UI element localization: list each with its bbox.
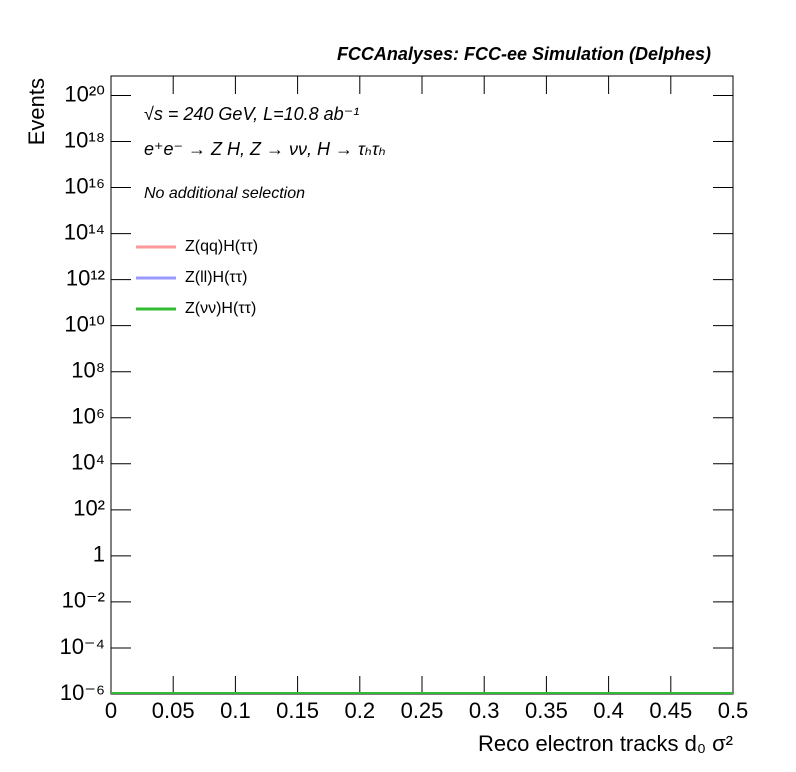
y-tick-label: 10⁻⁴ — [59, 634, 105, 659]
y-tick-label: 10⁻² — [62, 588, 105, 613]
y-tick-label: 10⁶ — [71, 404, 105, 429]
annotation: √s = 240 GeV, L=10.8 ab⁻¹ — [144, 104, 359, 124]
y-axis-label: Events — [24, 78, 49, 145]
y-tick-label: 10²⁰ — [64, 81, 105, 106]
x-tick-label: 0.3 — [469, 698, 500, 723]
y-tick-label: 10⁴ — [71, 450, 105, 475]
x-tick-label: 0.25 — [401, 698, 444, 723]
y-tick-label: 10¹² — [66, 265, 105, 290]
y-tick-label: 1 — [93, 542, 105, 567]
y-tick-label: 10¹⁴ — [64, 219, 105, 244]
annotation: e⁺e⁻ → Z H, Z → νν, H → τₕτₕ — [144, 139, 386, 159]
chart-title: FCCAnalyses: FCC-ee Simulation (Delphes) — [337, 44, 711, 64]
x-tick-label: 0.45 — [649, 698, 692, 723]
x-tick-label: 0.5 — [718, 698, 749, 723]
x-tick-label: 0.4 — [593, 698, 624, 723]
y-tick-label: 10⁻⁶ — [60, 680, 105, 705]
x-tick-label: 0.35 — [525, 698, 568, 723]
y-tick-label: 10⁸ — [71, 358, 105, 383]
y-tick-label: 10¹⁶ — [64, 173, 105, 198]
x-tick-label: 0 — [105, 698, 117, 723]
y-tick-label: 10¹⁸ — [64, 127, 105, 152]
legend-label: Z(ll)H(ττ) — [185, 269, 247, 286]
x-tick-label: 0.1 — [220, 698, 251, 723]
y-tick-label: 10¹⁰ — [64, 311, 105, 336]
annotation: No additional selection — [144, 185, 305, 202]
x-tick-label: 0.2 — [345, 698, 376, 723]
x-tick-label: 0.15 — [276, 698, 319, 723]
y-tick-label: 10² — [73, 496, 105, 521]
x-tick-label: 0.05 — [152, 698, 195, 723]
x-axis-label: Reco electron tracks d₀ σ² — [478, 731, 733, 756]
legend-label: Z(qq)H(ττ) — [185, 238, 258, 255]
legend-label: Z(νν)H(ττ) — [185, 300, 256, 317]
